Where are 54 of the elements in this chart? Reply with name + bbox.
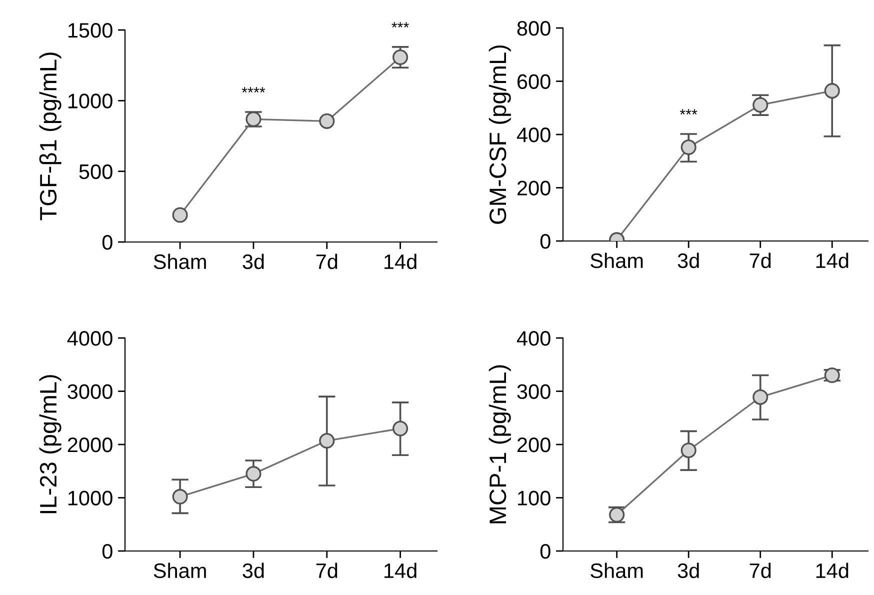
point [752, 389, 768, 405]
y-axis-title: IL-23 (pg/mL) [39, 375, 62, 514]
y-tick-label: 0 [540, 234, 550, 249]
point [752, 97, 768, 113]
x-tick-label: 14d [384, 562, 416, 578]
x-tick-label: 14d [816, 252, 848, 268]
x-tick-label: 3d [242, 254, 264, 270]
point [172, 488, 188, 504]
x-tick-label: 7d [750, 562, 771, 578]
annotation: *** [680, 109, 698, 115]
x-tick-label: 3d [678, 562, 699, 578]
annotation: **** [242, 87, 266, 93]
x-tick-label: Sham [590, 252, 643, 268]
point [319, 432, 335, 449]
y-tick-label: 800 [517, 21, 550, 36]
point [824, 83, 840, 99]
x-tick-label: 7d [316, 562, 338, 578]
y-axis-title: MCP-1 (pg/mL) [488, 365, 511, 524]
y-axis-title: GM-CSF (pg/mL) [488, 45, 511, 224]
annotation: *** [392, 22, 409, 28]
point [680, 442, 696, 458]
y-axis-title: TGF-β1 (pg/mL) [39, 52, 62, 220]
point [392, 420, 408, 436]
y-tick-label: 400 [516, 331, 550, 346]
x-tick-label: Sham [154, 562, 206, 578]
y-tick-label: 4000 [67, 331, 112, 346]
y-tick-label: 200 [517, 438, 550, 452]
x-tick-label: Sham [154, 254, 206, 270]
y-tick-label: 0 [102, 544, 112, 559]
x-tick-label: Sham [590, 562, 643, 578]
y-tick-label: 1500 [68, 23, 112, 38]
point [680, 140, 696, 156]
x-tick-label: 3d [678, 252, 699, 268]
y-tick-label: 1000 [68, 94, 112, 108]
point [246, 466, 262, 482]
x-tick-label: 14d [384, 254, 416, 270]
y-tick-label: 300 [517, 384, 550, 400]
point [172, 207, 188, 223]
y-tick-label: 500 [79, 164, 112, 180]
y-tick-label: 2000 [68, 438, 112, 452]
x-tick-label: 7d [750, 252, 771, 268]
y-tick-label: 0 [102, 235, 112, 250]
x-tick-label: 14d [816, 562, 848, 578]
y-tick-label: 3000 [68, 384, 112, 400]
point [392, 50, 408, 66]
y-tick-label: 100 [518, 490, 550, 506]
x-tick-label: 7d [316, 254, 338, 270]
y-tick-label: 0 [540, 544, 550, 559]
y-tick-label: 400 [516, 128, 550, 142]
y-tick-label: 600 [517, 74, 550, 90]
y-tick-label: 200 [517, 180, 550, 196]
x-tick-label: 3d [242, 562, 264, 578]
point [319, 113, 335, 129]
y-tick-label: 1000 [68, 490, 112, 506]
